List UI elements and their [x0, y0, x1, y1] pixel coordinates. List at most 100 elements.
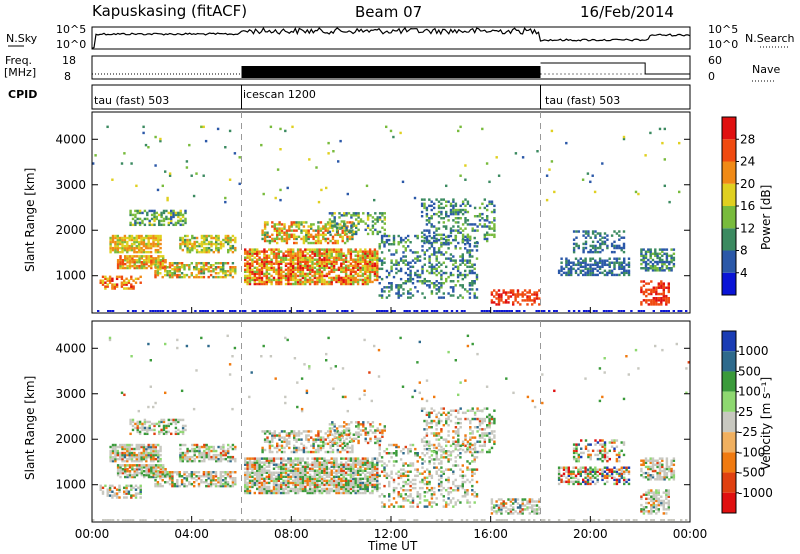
echo-cell [325, 483, 329, 487]
echo-cell [258, 272, 261, 276]
echo-cell [663, 262, 666, 266]
echo-cell [342, 467, 345, 470]
echo-cell [116, 473, 120, 477]
echo-cell [644, 154, 647, 157]
echo-cell [366, 256, 369, 259]
echo-cell [268, 485, 271, 489]
echo-cell [227, 248, 230, 252]
echo-cell [147, 453, 150, 457]
echo-cell [135, 238, 138, 242]
echo-cell [145, 246, 148, 250]
echo-cell [195, 250, 199, 254]
echo-cell [142, 250, 146, 254]
echo-cell [166, 196, 169, 200]
echo-cell [380, 238, 384, 242]
echo-cell [125, 486, 128, 490]
echo-cell [508, 310, 511, 312]
echo-cell [248, 280, 252, 284]
echo-cell [366, 471, 369, 474]
echo-cell [292, 461, 295, 464]
echo-cell [164, 268, 167, 271]
echo-cell [323, 266, 326, 270]
echo-cell [452, 210, 455, 214]
echo-cell [159, 272, 162, 275]
echo-cell [159, 259, 162, 262]
echo-cell [495, 310, 499, 312]
echo-cell [171, 481, 174, 484]
echo-cell [381, 214, 384, 217]
echo-cell [195, 443, 199, 447]
noise-tick-right-top: 10^5 [708, 23, 738, 36]
echo-cell [304, 260, 307, 263]
echo-cell [352, 280, 355, 284]
echo-cell [337, 254, 341, 257]
echo-cell [171, 475, 174, 478]
echo-cell [215, 242, 218, 246]
echo-cell [277, 475, 280, 479]
echo-cell [215, 234, 218, 238]
echo-cell [344, 483, 348, 487]
echo-cell [325, 254, 329, 257]
echo-cell [601, 259, 604, 262]
echo-cell [579, 261, 582, 264]
echo-cell [292, 270, 295, 274]
echo-cell [642, 284, 646, 287]
echo-cell [361, 268, 365, 272]
echo-cell [222, 457, 225, 461]
echo-cell [214, 266, 218, 269]
echo-cell [320, 475, 324, 479]
echo-cell [466, 249, 469, 252]
echo-cell [435, 284, 438, 287]
echo-cell [668, 267, 671, 270]
echo-cell [308, 282, 312, 286]
echo-cell [490, 202, 494, 206]
echo-cell [325, 475, 329, 479]
echo-cell [490, 210, 494, 214]
echo-cell [156, 484, 160, 488]
echo-cell [278, 227, 281, 230]
echo-cell [354, 258, 357, 261]
echo-cell [162, 259, 165, 262]
echo-cell [383, 216, 386, 219]
echo-cell [130, 244, 134, 248]
echo-cell [409, 265, 412, 269]
echo-cell [598, 267, 602, 271]
echo-cell [608, 271, 611, 275]
echo-cell [183, 268, 186, 271]
echo-cell [437, 227, 441, 230]
echo-cell [143, 217, 147, 221]
echo-cell [589, 180, 592, 184]
echo-cell [366, 266, 369, 270]
echo-cell [665, 310, 668, 312]
echo-cell [335, 250, 338, 253]
echo-cell [292, 483, 295, 487]
echo-cell [200, 262, 203, 265]
echo-cell [271, 436, 274, 439]
echo-cell [298, 310, 302, 312]
echo-cell [109, 459, 112, 463]
echo-cell [461, 212, 465, 216]
echo-cell [425, 310, 429, 312]
echo-cell [397, 269, 400, 273]
echo-cell [188, 268, 191, 271]
echo-cell [320, 481, 324, 485]
echo-cell [430, 271, 434, 275]
echo-cell [488, 221, 491, 224]
echo-cell [129, 213, 132, 217]
echo-cell [640, 252, 643, 256]
echo-cell [119, 464, 122, 467]
echo-cell [159, 238, 162, 242]
echo-cell [296, 491, 300, 495]
echo-cell [116, 453, 119, 457]
freq-label: Freq. [5, 54, 32, 67]
echo-cell [490, 299, 494, 302]
echo-cell [120, 281, 124, 284]
echo-cell [409, 277, 412, 281]
echo-cell [471, 269, 474, 273]
echo-cell [490, 221, 494, 224]
echo-cell [347, 278, 350, 282]
echo-cell [130, 248, 134, 252]
echo-cell [137, 486, 140, 490]
echo-cell [610, 310, 613, 312]
echo-cell [186, 449, 189, 453]
